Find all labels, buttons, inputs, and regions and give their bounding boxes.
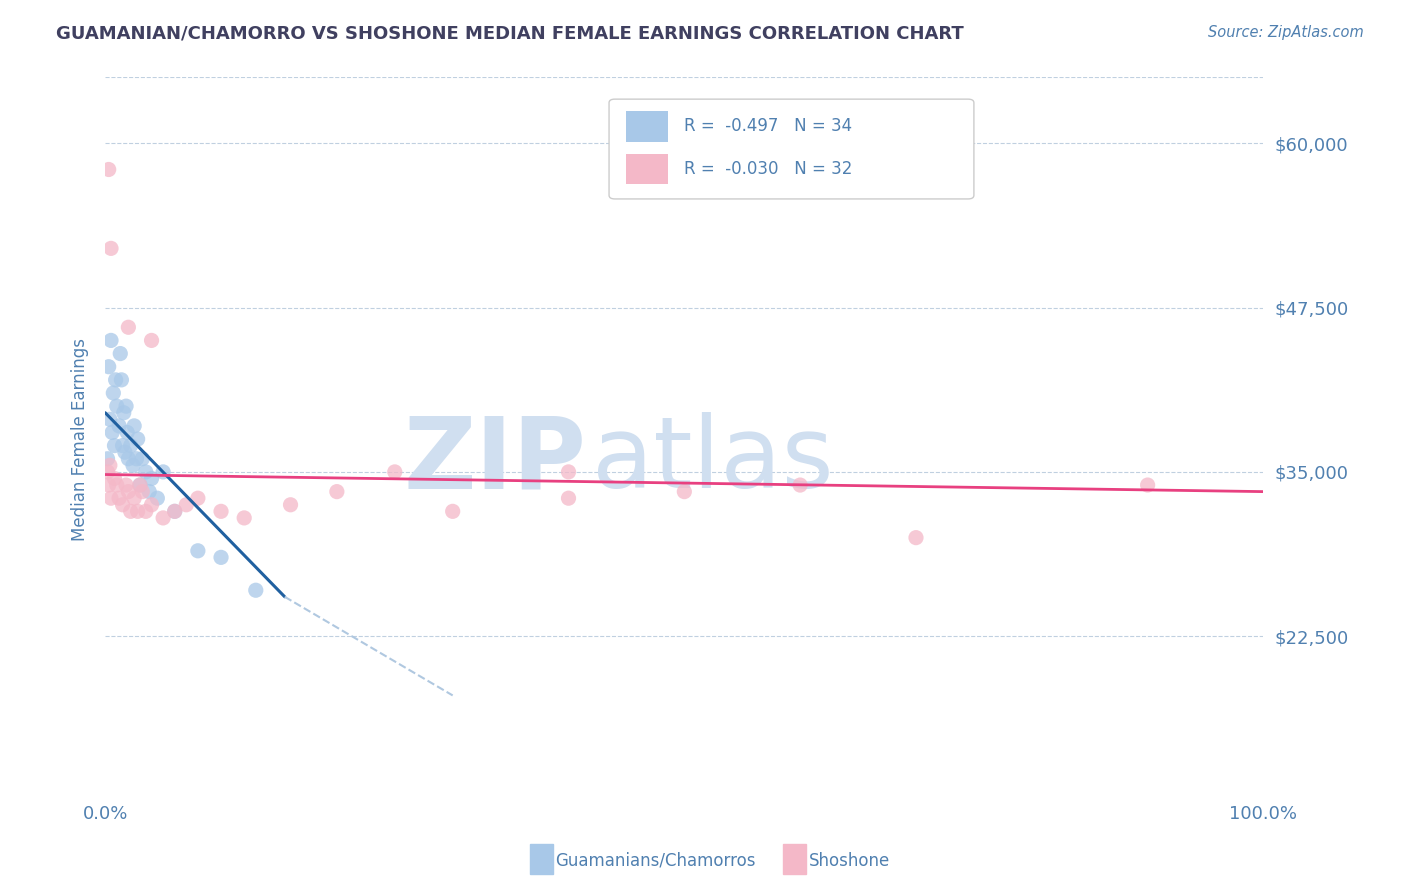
Point bbox=[97, 359, 120, 374]
Text: Shoshone: Shoshone bbox=[808, 852, 890, 870]
Point bbox=[103, 439, 125, 453]
Point bbox=[103, 471, 125, 485]
Point bbox=[100, 334, 122, 348]
Point bbox=[117, 320, 139, 334]
FancyBboxPatch shape bbox=[627, 153, 668, 185]
Point bbox=[120, 439, 142, 453]
FancyBboxPatch shape bbox=[609, 99, 974, 199]
Point bbox=[141, 498, 163, 512]
Point bbox=[110, 373, 132, 387]
Text: Source: ZipAtlas.com: Source: ZipAtlas.com bbox=[1208, 25, 1364, 40]
Point bbox=[105, 478, 128, 492]
Point bbox=[127, 504, 149, 518]
Point bbox=[98, 412, 121, 426]
Point bbox=[187, 491, 209, 506]
Y-axis label: Median Female Earnings: Median Female Earnings bbox=[72, 337, 89, 541]
Point bbox=[105, 399, 128, 413]
Point bbox=[101, 425, 124, 440]
Point bbox=[97, 162, 120, 177]
Point bbox=[108, 418, 131, 433]
Point bbox=[245, 583, 267, 598]
Point bbox=[117, 484, 139, 499]
Point bbox=[98, 458, 121, 473]
Point bbox=[100, 241, 122, 255]
Point bbox=[280, 498, 302, 512]
Point bbox=[233, 511, 256, 525]
Point bbox=[97, 478, 120, 492]
Point bbox=[174, 498, 197, 512]
Point bbox=[209, 504, 232, 518]
Point bbox=[117, 451, 139, 466]
Point bbox=[115, 478, 138, 492]
Point bbox=[122, 418, 145, 433]
Point bbox=[125, 451, 148, 466]
Point bbox=[115, 425, 138, 440]
Point bbox=[163, 504, 186, 518]
Point bbox=[673, 484, 696, 499]
Point bbox=[127, 432, 149, 446]
Point bbox=[904, 531, 927, 545]
Point bbox=[111, 498, 134, 512]
Point bbox=[135, 465, 157, 479]
Point bbox=[108, 491, 131, 506]
Point bbox=[209, 550, 232, 565]
Point bbox=[131, 484, 153, 499]
Point bbox=[557, 465, 579, 479]
Point bbox=[441, 504, 464, 518]
Point bbox=[103, 386, 125, 401]
Point bbox=[138, 484, 160, 499]
Point bbox=[326, 484, 349, 499]
Point bbox=[152, 511, 174, 525]
Point bbox=[104, 373, 127, 387]
Point bbox=[96, 451, 118, 466]
Text: R =  -0.497   N = 34: R = -0.497 N = 34 bbox=[685, 118, 852, 136]
FancyBboxPatch shape bbox=[627, 112, 668, 142]
Point bbox=[789, 478, 811, 492]
Point bbox=[120, 504, 142, 518]
Point bbox=[187, 543, 209, 558]
Point bbox=[146, 491, 169, 506]
Text: ZIP: ZIP bbox=[404, 412, 586, 509]
Text: Guamanians/Chamorros: Guamanians/Chamorros bbox=[555, 852, 756, 870]
Point bbox=[135, 504, 157, 518]
Point bbox=[129, 478, 152, 492]
Point bbox=[115, 399, 138, 413]
Point bbox=[112, 406, 135, 420]
Point bbox=[163, 504, 186, 518]
Point bbox=[1136, 478, 1159, 492]
Point bbox=[100, 491, 122, 506]
Point bbox=[129, 478, 152, 492]
Text: R =  -0.030   N = 32: R = -0.030 N = 32 bbox=[685, 160, 852, 178]
Point bbox=[141, 334, 163, 348]
Point bbox=[122, 458, 145, 473]
Point bbox=[110, 346, 132, 360]
Point bbox=[384, 465, 406, 479]
Point bbox=[557, 491, 579, 506]
Point bbox=[96, 465, 118, 479]
Point bbox=[141, 471, 163, 485]
Point bbox=[111, 439, 134, 453]
Point bbox=[122, 491, 145, 506]
Point bbox=[114, 445, 136, 459]
Text: atlas: atlas bbox=[592, 412, 834, 509]
Text: GUAMANIAN/CHAMORRO VS SHOSHONE MEDIAN FEMALE EARNINGS CORRELATION CHART: GUAMANIAN/CHAMORRO VS SHOSHONE MEDIAN FE… bbox=[56, 25, 965, 43]
Point bbox=[131, 451, 153, 466]
Point bbox=[152, 465, 174, 479]
